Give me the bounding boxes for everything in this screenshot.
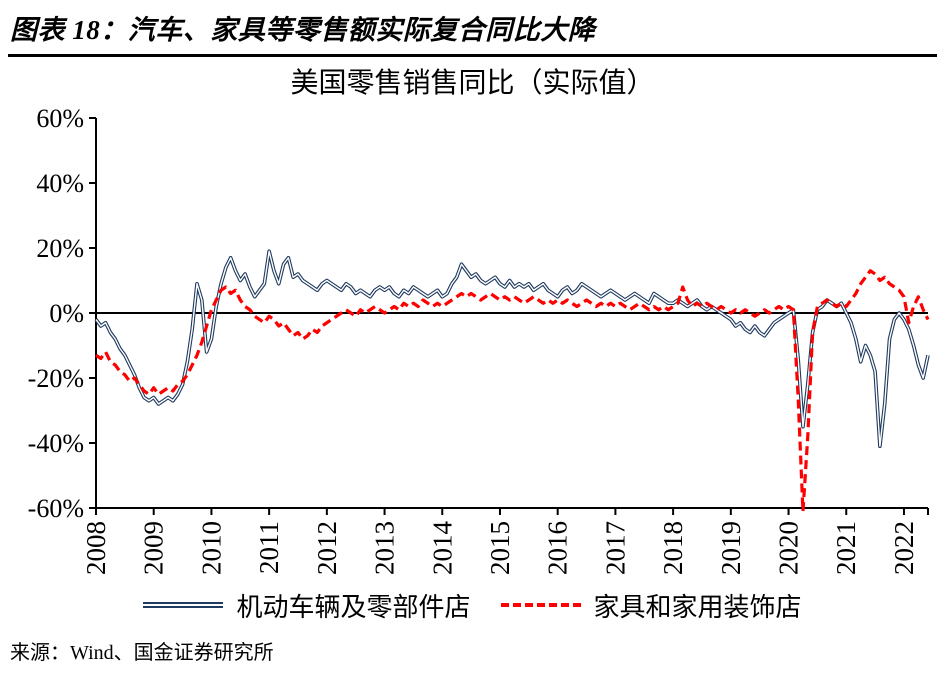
x-tick-label: 2008 (81, 521, 111, 575)
chart-title: 美国零售销售同比（实际值） (290, 68, 655, 99)
motor-vehicles-line-outer (94, 249, 930, 448)
x-tick-label: 2021 (831, 521, 861, 575)
retail-chart-svg: 60% 40% 20% 0% -20% -40% -60%2008 2009 2010 2011 2… (28, 104, 930, 575)
legend-label-furniture: 家具和家用装饰店 (593, 592, 802, 622)
y-tick-label: -40% (28, 429, 84, 458)
x-tick-label: 2018 (658, 521, 688, 575)
figure-title: 图表 18：汽车、家具等零售额实际复合同比大降 (8, 6, 937, 57)
y-tick-label: -60% (28, 494, 84, 523)
x-tick-label: 2011 (254, 521, 284, 574)
double-line-sample (143, 602, 224, 609)
source-note: 来源：Wind、国金证券研究所 (10, 641, 274, 664)
furniture-line (95, 268, 930, 513)
y-tick-label: 0% (49, 299, 84, 328)
x-tick-label: 2013 (370, 521, 400, 575)
y-tick-label: 20% (36, 234, 84, 263)
x-tick-label: 2017 (600, 521, 630, 575)
x-tick-label: 2014 (427, 520, 457, 575)
y-tick-label: -20% (28, 364, 84, 393)
y-tick-label: 40% (36, 169, 84, 198)
x-tick-label: 2010 (196, 521, 226, 575)
legend-item-furniture: 家具和家用装饰店 (500, 587, 802, 624)
x-tick-label: 2012 (312, 521, 342, 575)
legend-label-motor-vehicles: 机动车辆及零部件店 (236, 592, 471, 622)
chart-legend: 机动车辆及零部件店 家具和家用装饰店 (8, 587, 937, 624)
x-tick-label: 2015 (485, 521, 515, 575)
x-tick-label: 2009 (139, 521, 169, 575)
legend-item-motor-vehicles: 机动车辆及零部件店 (143, 587, 471, 624)
x-tick-label: 2019 (716, 521, 746, 575)
chart-area: 美国零售销售同比（实际值） 60% 40% 20% 0% -20% -40% -60% 200… (8, 67, 937, 624)
motor-vehicles-line-inner (95, 250, 929, 447)
y-tick-label: 60% (36, 104, 84, 133)
dashed-line-sample (500, 603, 581, 608)
x-tick-label: 2022 (889, 521, 919, 575)
x-tick-label: 2016 (543, 521, 573, 575)
x-tick-label: 2020 (774, 521, 804, 575)
